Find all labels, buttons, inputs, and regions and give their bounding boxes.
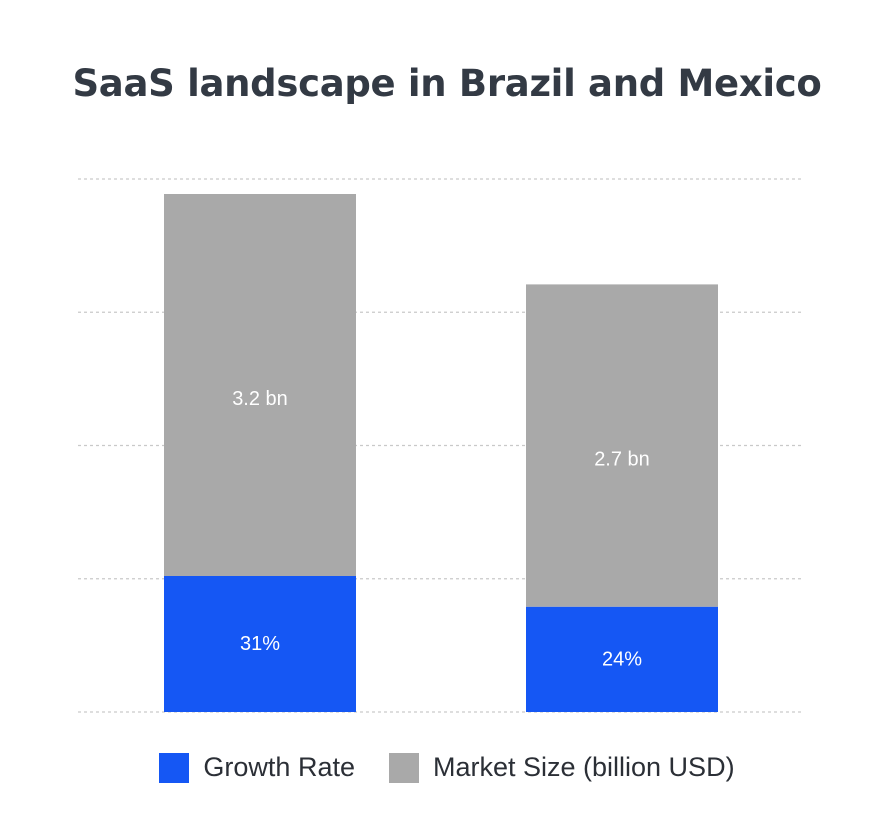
bar-market-size-mexico <box>526 284 718 607</box>
bar-labels: 31% 3.2 bn 24% 2.7 bn <box>232 388 650 670</box>
data-label-growth-rate-mexico: 24% <box>602 648 642 670</box>
data-label-growth-rate-brazil: 31% <box>240 633 280 655</box>
bar-growth-rate-mexico <box>526 606 718 712</box>
legend-label-market-size: Market Size (billion USD) <box>432 752 735 782</box>
legend-label-growth-rate: Growth Rate <box>203 752 355 782</box>
legend-swatch-growth-rate <box>159 752 190 783</box>
legend: Growth Rate Market Size (billion USD) <box>0 752 894 783</box>
legend-item-growth-rate: Growth Rate <box>159 752 355 783</box>
data-label-market-size-brazil: 3.2 bn <box>232 388 288 410</box>
bar-growth-rate-brazil <box>164 576 356 712</box>
legend-item-market-size: Market Size (billion USD) <box>388 752 735 783</box>
legend-swatch-market-size <box>388 752 419 783</box>
data-label-market-size-mexico: 2.7 bn <box>594 449 650 471</box>
chart-title: SaaS landscape in Brazil and Mexico <box>72 62 822 105</box>
bar-market-size-brazil <box>164 194 356 576</box>
bars <box>164 194 718 712</box>
stacked-bar-chart: 31% 3.2 bn 24% 2.7 bn <box>78 178 802 713</box>
